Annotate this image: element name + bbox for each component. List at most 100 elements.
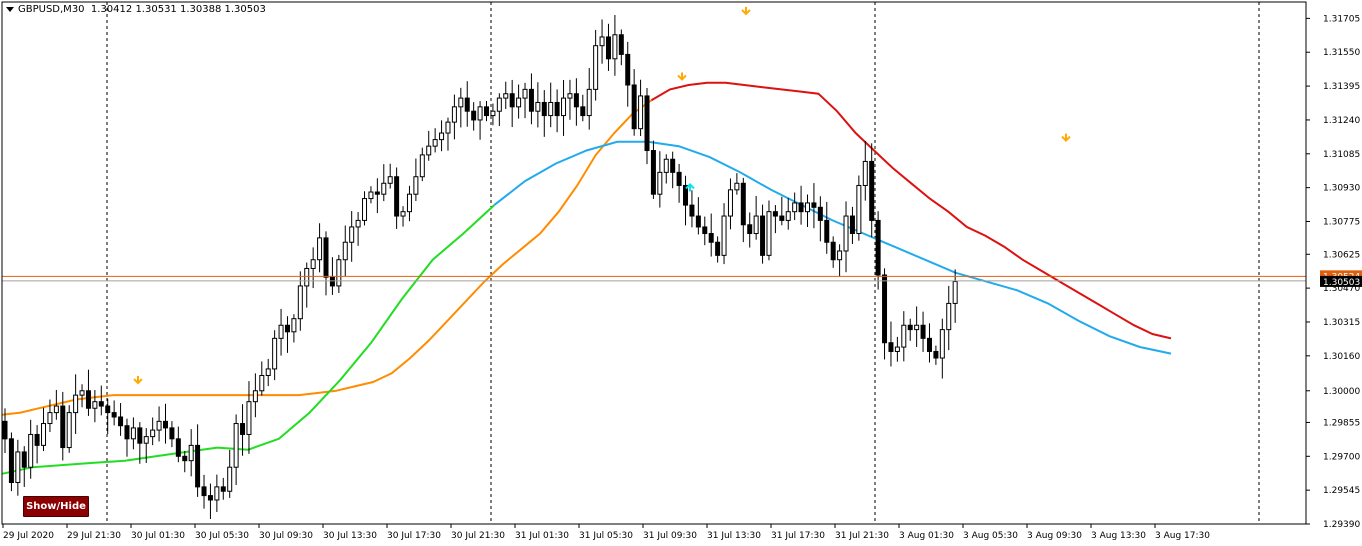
candle (811, 183, 817, 229)
bear-candle-body (926, 337, 932, 352)
bear-candle-body (105, 405, 111, 414)
show-hide-button[interactable]: Show/Hide (23, 496, 89, 517)
candle (111, 400, 117, 426)
bull-candle-body (753, 215, 759, 235)
time-tick-label: 31 Jul 09:30 (643, 531, 697, 541)
price-tick-label: 1.31085 (1323, 150, 1360, 160)
candle (73, 374, 79, 434)
time-tick-label: 30 Jul 13:30 (323, 531, 377, 541)
bull-candle-body (503, 93, 509, 99)
candle (727, 178, 733, 230)
symbol-header: GBPUSD,M30 1.30412 1.30531 1.30388 1.305… (6, 4, 266, 15)
bull-candle-body (451, 106, 457, 123)
candle (785, 197, 791, 230)
bear-candle-body (509, 93, 515, 108)
bear-candle-body (8, 438, 14, 484)
bear-candle-body (650, 150, 656, 195)
bull-candle-body (548, 101, 554, 117)
plot-border (1, 1, 1307, 525)
bear-candle-body (169, 427, 175, 440)
bear-candle-body (484, 106, 489, 117)
collapse-triangle-icon[interactable] (6, 6, 14, 12)
price-tick-label: 1.30000 (1323, 387, 1360, 397)
bear-candle-body (689, 204, 695, 217)
candle (387, 163, 393, 189)
bear-candle-body (34, 433, 40, 446)
candle (869, 143, 875, 238)
bull-candle-body (522, 88, 528, 99)
bear-candle-body (284, 324, 290, 333)
bull-candle-body (894, 346, 900, 352)
bull-candle-body (53, 405, 59, 414)
period-separators (106, 2, 1260, 524)
candle (586, 67, 592, 130)
candle (862, 140, 868, 201)
ask-price-tag (1320, 270, 1362, 282)
bull-candle-body (381, 182, 387, 195)
bear-candle-body (2, 420, 8, 440)
bull-candle-body (317, 237, 323, 261)
bear-candle-body (323, 237, 329, 278)
price-tick-label: 1.30160 (1323, 352, 1360, 362)
candle (175, 426, 181, 463)
bear-candle-body (869, 160, 875, 221)
candle (304, 262, 310, 308)
bull-candle-body (143, 436, 149, 444)
candle (907, 318, 913, 341)
bear-candle-body (541, 101, 547, 117)
candle (715, 236, 721, 263)
candle (599, 19, 605, 64)
bull-candle-body (535, 101, 541, 112)
candle (670, 151, 676, 189)
candle (779, 196, 785, 226)
bear-candle-body (695, 215, 701, 228)
candle (355, 212, 361, 246)
bear-candle-body (137, 427, 143, 444)
candle (740, 177, 746, 243)
candle (638, 79, 644, 136)
candle (856, 175, 862, 241)
bear-candle-body (772, 211, 778, 217)
bull-candle-body (15, 451, 21, 484)
bull-candle-body (599, 36, 605, 47)
time-tick-label: 3 Aug 05:30 (963, 531, 1018, 541)
bull-candle-body (843, 215, 849, 252)
bull-candle-body (837, 250, 843, 261)
bear-candle-body (329, 276, 335, 287)
candle (734, 173, 740, 195)
bear-candle-body (740, 182, 746, 226)
candle (310, 247, 316, 289)
candle (516, 84, 522, 119)
bid-price-tag (1320, 275, 1362, 287)
candle (772, 205, 778, 234)
bull-candle-body (612, 34, 618, 60)
bull-candle-body (792, 202, 798, 213)
bear-candle-body (920, 324, 926, 339)
time-tick-label: 31 Jul 01:30 (515, 531, 569, 541)
bull-candle-body (856, 184, 862, 235)
candle (413, 158, 419, 201)
bear-candle-body (201, 486, 207, 497)
bear-candle-body (702, 226, 708, 235)
candle (284, 316, 290, 353)
bear-candle-body (124, 425, 130, 440)
bull-candle-body (47, 412, 53, 425)
candle (207, 483, 213, 519)
candle (163, 403, 168, 444)
bull-candle-body (657, 171, 663, 195)
candle (143, 428, 149, 464)
price-axis: 1.31705 1.31550 1.31395 1.31240 1.31085 1.309… (1306, 14, 1362, 530)
lower-band-line-rising (1, 204, 495, 475)
candle (349, 211, 355, 262)
bull-candle-body (336, 259, 342, 287)
time-tick-label: 30 Jul 09:30 (259, 531, 313, 541)
bull-candle-body (259, 374, 265, 392)
time-tick-label: 31 Jul 17:30 (771, 531, 825, 541)
candle (394, 167, 400, 229)
candle (920, 311, 926, 352)
candle (130, 417, 136, 450)
candle (137, 422, 143, 464)
bull-candle-body (477, 106, 483, 121)
price-tick-label: 1.31395 (1323, 82, 1360, 92)
